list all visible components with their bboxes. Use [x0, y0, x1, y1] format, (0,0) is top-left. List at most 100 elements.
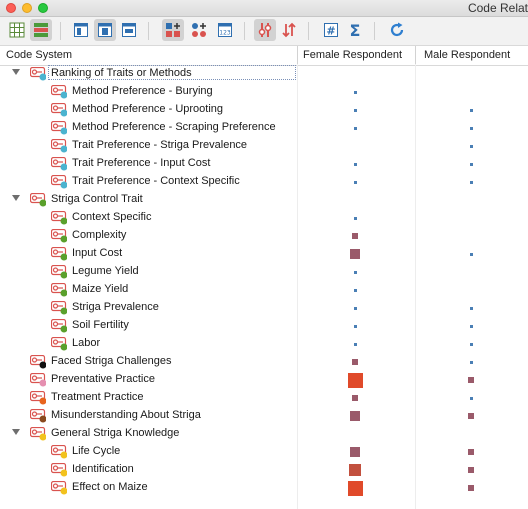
tree-row[interactable]: Input Cost: [0, 244, 528, 262]
female-relation-mark[interactable]: [353, 288, 357, 292]
female-relation-mark[interactable]: [349, 464, 361, 476]
female-relation-mark[interactable]: [353, 90, 357, 94]
tree-row[interactable]: Treatment Practice: [0, 388, 528, 406]
tree-row[interactable]: Method Preference - Burying: [0, 82, 528, 100]
expand-arrow-icon[interactable]: [12, 195, 20, 201]
male-relation-mark[interactable]: [468, 377, 474, 383]
female-relation-mark[interactable]: [352, 359, 358, 365]
male-relation-mark[interactable]: [468, 449, 474, 455]
layout-middle-icon[interactable]: [94, 19, 116, 41]
male-relation-mark[interactable]: [468, 413, 474, 419]
tree-row[interactable]: Legume Yield: [0, 262, 528, 280]
tree-row[interactable]: Striga Prevalence: [0, 298, 528, 316]
female-relation-mark[interactable]: [350, 249, 360, 259]
filter-toggle-icon[interactable]: [254, 19, 276, 41]
female-relation-mark[interactable]: [347, 480, 363, 496]
code-label: Maize Yield: [72, 283, 129, 295]
tree-row[interactable]: Soil Fertility: [0, 316, 528, 334]
female-relation-mark[interactable]: [353, 270, 357, 274]
tree-row[interactable]: Complexity: [0, 226, 528, 244]
tree-row[interactable]: Striga Control Trait: [0, 190, 528, 208]
calendar-123-icon[interactable]: 123: [214, 19, 236, 41]
tree-row[interactable]: Identification: [0, 460, 528, 478]
male-relation-mark[interactable]: [469, 180, 473, 184]
code-label: Method Preference - Uprooting: [72, 103, 224, 115]
minimize-window-button[interactable]: [22, 3, 32, 13]
hash-icon[interactable]: #: [320, 19, 342, 41]
tree-row[interactable]: Misunderstanding About Striga: [0, 406, 528, 424]
tree-row[interactable]: Ranking of Traits or Methods: [0, 64, 528, 82]
male-relation-mark[interactable]: [468, 485, 474, 491]
male-relation-mark[interactable]: [469, 342, 473, 346]
male-relation-mark[interactable]: [469, 108, 473, 112]
female-relation-mark[interactable]: [347, 372, 363, 388]
male-relation-mark[interactable]: [469, 162, 473, 166]
close-window-button[interactable]: [6, 3, 16, 13]
tree-row[interactable]: Life Cycle: [0, 442, 528, 460]
header-male-respondent[interactable]: Male Respondent: [424, 49, 511, 61]
female-relation-mark[interactable]: [353, 180, 357, 184]
code-label: Soil Fertility: [72, 319, 129, 331]
tree-row[interactable]: Maize Yield: [0, 280, 528, 298]
tree-row[interactable]: Method Preference - Scraping Preference: [0, 118, 528, 136]
table-grid-icon[interactable]: [6, 19, 28, 41]
tree-row[interactable]: Trait Preference - Context Specific: [0, 172, 528, 190]
refresh-icon[interactable]: [386, 19, 408, 41]
female-relation-mark[interactable]: [350, 411, 360, 421]
header-code-system[interactable]: Code System: [6, 49, 73, 61]
code-label: Method Preference - Scraping Preference: [72, 121, 276, 133]
node-plus-icon[interactable]: [188, 19, 210, 41]
code-icon: [30, 427, 46, 441]
female-relation-mark[interactable]: [350, 447, 360, 457]
tree-row[interactable]: Preventative Practice: [0, 370, 528, 388]
title-bar: Code Relat: [0, 0, 528, 17]
code-icon: [51, 265, 67, 279]
zoom-window-button[interactable]: [38, 3, 48, 13]
female-relation-mark[interactable]: [353, 162, 357, 166]
male-relation-mark[interactable]: [469, 324, 473, 328]
header-female-respondent[interactable]: Female Respondent: [303, 49, 403, 61]
code-label: General Striga Knowledge: [51, 427, 180, 439]
sort-toggle-icon[interactable]: [278, 19, 300, 41]
male-relation-mark[interactable]: [469, 144, 473, 148]
tree-row[interactable]: Effect on Maize: [0, 478, 528, 496]
male-relation-mark[interactable]: [469, 126, 473, 130]
male-relation-mark[interactable]: [469, 306, 473, 310]
expand-arrow-icon[interactable]: [12, 429, 20, 435]
code-icon: [51, 211, 67, 225]
female-relation-mark[interactable]: [352, 395, 358, 401]
expand-arrow-icon[interactable]: [12, 69, 20, 75]
tree-row[interactable]: General Striga Knowledge: [0, 424, 528, 442]
code-icon: [51, 463, 67, 477]
code-label: Method Preference - Burying: [72, 85, 213, 97]
male-relation-mark[interactable]: [469, 252, 473, 256]
svg-text:123: 123: [219, 30, 231, 37]
male-relation-mark[interactable]: [469, 396, 473, 400]
female-relation-mark[interactable]: [353, 342, 357, 346]
sigma-icon[interactable]: Σ: [344, 19, 366, 41]
female-relation-mark[interactable]: [353, 306, 357, 310]
female-relation-mark[interactable]: [353, 126, 357, 130]
tree-row[interactable]: Method Preference - Uprooting: [0, 100, 528, 118]
layout-center-icon[interactable]: [118, 19, 140, 41]
code-label: Treatment Practice: [51, 391, 144, 403]
female-relation-mark[interactable]: [352, 233, 358, 239]
tree-row[interactable]: Context Specific: [0, 208, 528, 226]
code-icon: [51, 319, 67, 333]
row-stack-icon[interactable]: [30, 19, 52, 41]
code-icon: [51, 283, 67, 297]
layout-top-icon[interactable]: [70, 19, 92, 41]
code-icon: [51, 247, 67, 261]
code-label: Faced Striga Challenges: [51, 355, 172, 367]
grid-plus-icon[interactable]: [162, 19, 184, 41]
tree-row[interactable]: Trait Preference - Input Cost: [0, 154, 528, 172]
code-icon: [51, 481, 67, 495]
male-relation-mark[interactable]: [468, 467, 474, 473]
female-relation-mark[interactable]: [353, 216, 357, 220]
tree-row[interactable]: Faced Striga Challenges: [0, 352, 528, 370]
tree-row[interactable]: Trait Preference - Striga Prevalence: [0, 136, 528, 154]
male-relation-mark[interactable]: [469, 360, 473, 364]
female-relation-mark[interactable]: [353, 108, 357, 112]
female-relation-mark[interactable]: [353, 324, 357, 328]
tree-row[interactable]: Labor: [0, 334, 528, 352]
